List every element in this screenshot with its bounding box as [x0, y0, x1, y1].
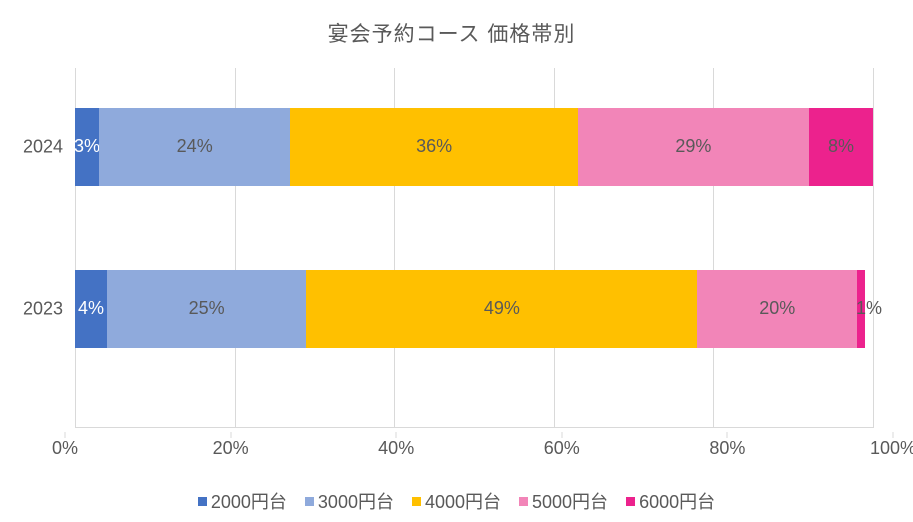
bar-segment-6000: 1% — [857, 270, 865, 348]
bar-segment-5000: 29% — [578, 108, 809, 186]
y-axis-label: 2024 — [23, 136, 63, 157]
bar-segment-2000: 3% — [75, 108, 99, 186]
data-label: 24% — [177, 136, 213, 157]
legend-item-2000: 2000円台 — [198, 488, 287, 514]
chart-container: 宴会予約コース 価格帯別 2024 3% 24% 36% 29% 8% 2023… — [0, 0, 913, 522]
plot-area: 2024 3% 24% 36% 29% 8% 2023 4% 25% 49% 2… — [75, 68, 873, 428]
grid-line — [873, 68, 874, 428]
legend-item-5000: 5000円台 — [519, 488, 608, 514]
x-tick-label: 20% — [213, 438, 249, 459]
legend: 2000円台 3000円台 4000円台 5000円台 6000円台 — [0, 488, 913, 514]
legend-swatch-icon — [412, 497, 421, 506]
legend-label: 2000円台 — [211, 488, 287, 514]
x-tick-label: 0% — [52, 438, 78, 459]
data-label: 49% — [484, 298, 520, 319]
bar-segment-4000: 49% — [306, 270, 697, 348]
x-tick-label: 40% — [378, 438, 414, 459]
legend-item-6000: 6000円台 — [626, 488, 715, 514]
bar-segment-4000: 36% — [290, 108, 577, 186]
legend-swatch-icon — [519, 497, 528, 506]
chart-title: 宴会予約コース 価格帯別 — [10, 18, 893, 48]
data-label: 1% — [856, 298, 882, 319]
data-label: 20% — [759, 298, 795, 319]
x-tick-label: 80% — [709, 438, 745, 459]
legend-label: 6000円台 — [639, 488, 715, 514]
bar-segment-6000: 8% — [809, 108, 873, 186]
y-axis-label: 2023 — [23, 298, 63, 319]
data-label: 4% — [78, 298, 104, 319]
bar-segment-3000: 25% — [107, 270, 307, 348]
x-axis: 0% 20% 40% 60% 80% 100% — [65, 432, 893, 462]
x-tick-label: 100% — [870, 438, 913, 459]
bar-segment-5000: 20% — [697, 270, 857, 348]
legend-swatch-icon — [626, 497, 635, 506]
bar-row-2024: 2024 3% 24% 36% 29% 8% — [75, 108, 873, 186]
legend-label: 4000円台 — [425, 488, 501, 514]
legend-label: 5000円台 — [532, 488, 608, 514]
legend-swatch-icon — [198, 497, 207, 506]
legend-item-4000: 4000円台 — [412, 488, 501, 514]
bar-segment-2000: 4% — [75, 270, 107, 348]
legend-item-3000: 3000円台 — [305, 488, 394, 514]
x-axis-line — [75, 427, 873, 428]
data-label: 3% — [74, 136, 100, 157]
data-label: 36% — [416, 136, 452, 157]
data-label: 8% — [828, 136, 854, 157]
bar-segment-3000: 24% — [99, 108, 291, 186]
legend-swatch-icon — [305, 497, 314, 506]
bar-row-2023: 2023 4% 25% 49% 20% 1% — [75, 270, 873, 348]
legend-label: 3000円台 — [318, 488, 394, 514]
data-label: 25% — [189, 298, 225, 319]
x-tick-label: 60% — [544, 438, 580, 459]
data-label: 29% — [675, 136, 711, 157]
